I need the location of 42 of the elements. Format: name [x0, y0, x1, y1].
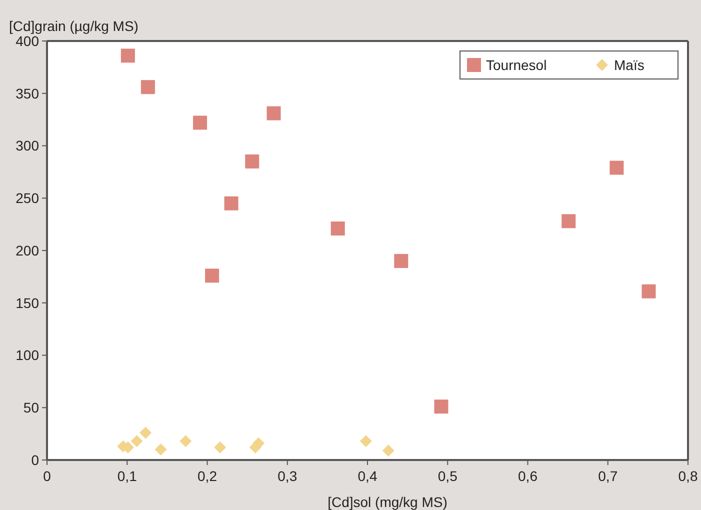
x-tick-label: 0,5 [438, 468, 458, 484]
point [193, 116, 208, 130]
x-tick-label: 0,8 [678, 468, 698, 484]
x-tick-label: 0,6 [518, 468, 538, 484]
x-tick-label: 0 [43, 468, 52, 484]
y-tick-label: 150 [16, 294, 40, 311]
y-axis-title: [Cd]grain (µg/kg MS) [9, 18, 138, 34]
point [330, 222, 345, 236]
y-tick-label: 100 [16, 347, 40, 364]
point [224, 196, 238, 210]
point [394, 254, 408, 268]
point [360, 435, 372, 448]
point [140, 426, 152, 439]
y-tick-label: 400 [16, 32, 40, 49]
point [245, 154, 260, 168]
y-tick-label: 50 [23, 400, 40, 416]
point [434, 400, 448, 414]
x-tick-label: 0,2 [198, 468, 218, 484]
legend-label: Tournesol [486, 56, 547, 73]
x-tick-label: 0,1 [117, 468, 138, 484]
x-tick-label: 0,3 [278, 468, 298, 484]
y-tick-label: 250 [16, 190, 40, 206]
y-tick-label: 200 [16, 242, 40, 258]
y-tick-label: 350 [16, 85, 40, 102]
x-tick-label: 0,7 [598, 468, 618, 484]
point [266, 106, 281, 120]
point [205, 268, 220, 283]
point [130, 435, 143, 448]
point [180, 435, 192, 448]
point [382, 444, 394, 457]
x-tick-label: 0,4 [358, 468, 378, 484]
point [154, 444, 167, 456]
y-tick-label: 300 [16, 138, 40, 154]
point [120, 48, 135, 63]
point [140, 80, 155, 94]
point [642, 284, 656, 298]
point [562, 214, 576, 228]
y-tick-label: 0 [31, 452, 40, 468]
legend-label: Maïs [614, 56, 644, 73]
point [610, 160, 624, 175]
point [214, 441, 226, 454]
x-axis-title: [Cd]sol (mg/kg MS) [328, 494, 448, 510]
